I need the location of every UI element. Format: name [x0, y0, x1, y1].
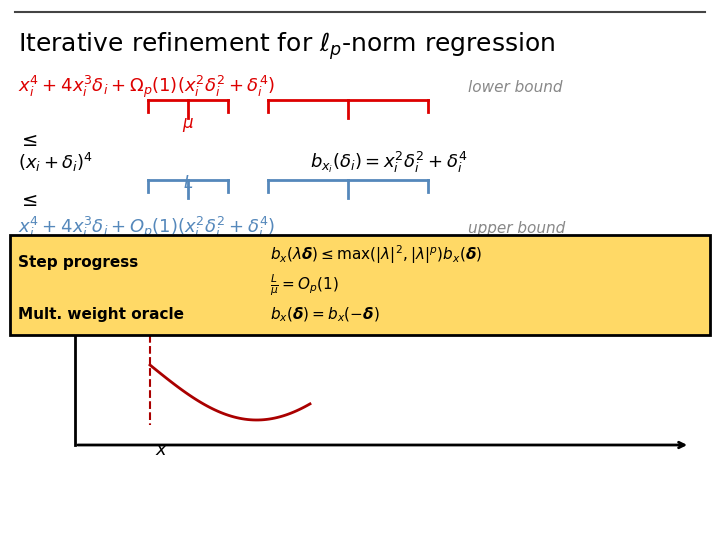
FancyBboxPatch shape	[10, 235, 710, 335]
Text: upper bound: upper bound	[468, 220, 565, 235]
Text: $\mu$: $\mu$	[182, 116, 194, 134]
Text: Step progress: Step progress	[18, 254, 138, 269]
Text: Mult. weight oracle: Mult. weight oracle	[18, 307, 184, 322]
Text: $x$: $x$	[155, 441, 168, 459]
Text: lower bound: lower bound	[468, 79, 562, 94]
Text: $\frac{L}{\mu} = O_p(1)$: $\frac{L}{\mu} = O_p(1)$	[270, 272, 339, 298]
Text: $\leq$: $\leq$	[18, 131, 38, 150]
Text: $b_x(\boldsymbol{\delta}) = b_x(-\boldsymbol{\delta})$: $b_x(\boldsymbol{\delta}) = b_x(-\boldsy…	[270, 306, 379, 324]
Text: $x_i^4 + 4x_i^3\delta_i + O_p(1)(x_i^2\delta_i^2 + \delta_i^4)$: $x_i^4 + 4x_i^3\delta_i + O_p(1)(x_i^2\d…	[18, 215, 275, 241]
Text: $L$: $L$	[183, 174, 193, 192]
Text: Iterative refinement for $\ell_p$-norm regression: Iterative refinement for $\ell_p$-norm r…	[18, 30, 555, 62]
Text: $b_{x_i}(\delta_i) = x_i^2\delta_i^2 + \delta_i^4$: $b_{x_i}(\delta_i) = x_i^2\delta_i^2 + \…	[310, 150, 468, 174]
Text: $x_i^4 + 4x_i^3\delta_i + \Omega_p(1)(x_i^2\delta_i^2 + \delta_i^4)$: $x_i^4 + 4x_i^3\delta_i + \Omega_p(1)(x_…	[18, 74, 275, 100]
Text: $b_x(\lambda\boldsymbol{\delta}) \leq \max(|\lambda|^2, |\lambda|^p)b_x(\boldsym: $b_x(\lambda\boldsymbol{\delta}) \leq \m…	[270, 244, 482, 266]
Text: $\leq$: $\leq$	[18, 191, 38, 210]
Text: $(x_i + \delta_i)^4$: $(x_i + \delta_i)^4$	[18, 151, 94, 173]
